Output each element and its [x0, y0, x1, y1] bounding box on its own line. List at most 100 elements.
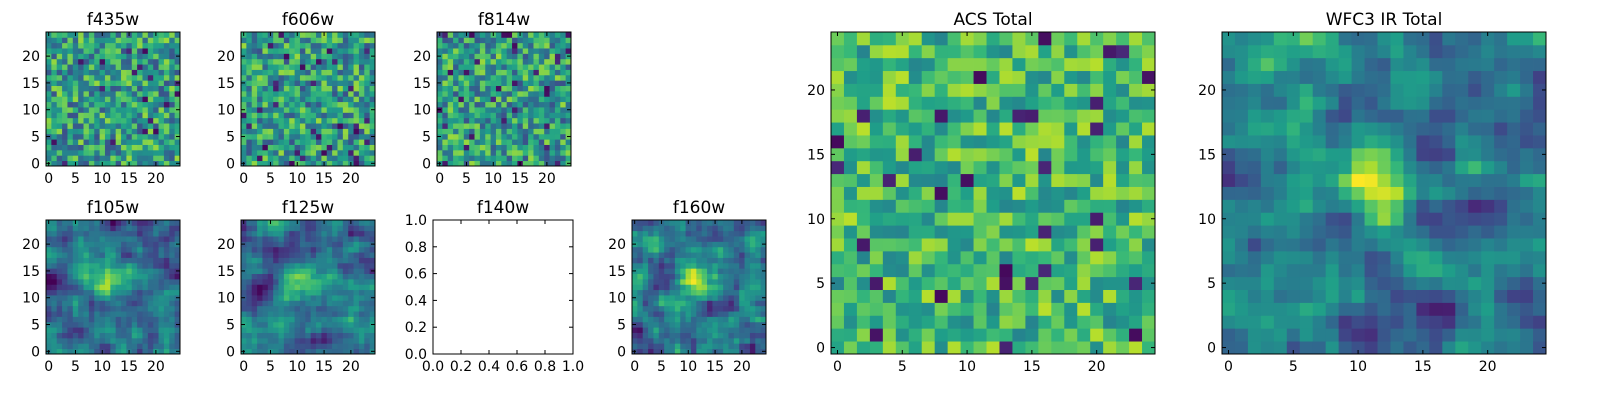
heatmap-cell	[512, 90, 518, 97]
heatmap-cell	[1129, 328, 1143, 342]
heatmap-cell	[1442, 186, 1456, 200]
heatmap-cell	[739, 230, 745, 237]
heatmap-cell	[658, 337, 665, 344]
heatmap-cell	[115, 332, 122, 339]
heatmap-cell	[712, 278, 719, 285]
heatmap-cell	[1533, 212, 1547, 226]
heatmap-cell	[723, 273, 729, 280]
heatmap-cell	[88, 90, 95, 97]
heatmap-cell	[538, 112, 545, 119]
heatmap-cell	[110, 53, 117, 60]
heatmap-cell	[115, 37, 122, 44]
heatmap-cell	[869, 57, 884, 72]
heatmap-cell	[674, 305, 681, 312]
heatmap-cell	[332, 278, 338, 285]
heatmap-cell	[174, 58, 181, 65]
heatmap-cell	[56, 332, 63, 339]
heatmap-cell	[1051, 173, 1065, 187]
heatmap-cell	[1012, 302, 1026, 316]
heatmap-cell	[251, 300, 258, 307]
heatmap-cell	[278, 268, 285, 274]
heatmap-cell	[251, 42, 258, 49]
heatmap-cell	[353, 343, 360, 350]
heatmap-cell	[251, 348, 258, 355]
heatmap-cell	[1403, 302, 1417, 316]
heatmap-cell	[294, 133, 301, 140]
heatmap-cell	[273, 107, 279, 113]
heatmap-cell	[856, 289, 871, 303]
heatmap-cell	[321, 123, 328, 129]
heatmap-cell	[67, 48, 74, 54]
heatmap-cell	[947, 83, 961, 97]
heatmap-cell	[463, 144, 470, 151]
heatmap-cell	[310, 58, 317, 65]
heatmap-cell	[158, 53, 165, 60]
heatmap-cell	[163, 48, 170, 54]
heatmap-cell	[755, 273, 762, 280]
heatmap-cell	[506, 128, 513, 135]
heatmap-cell	[289, 337, 295, 344]
heatmap-cell	[104, 257, 111, 264]
heatmap-cell	[538, 155, 545, 162]
heatmap-cell	[273, 343, 279, 350]
heatmap-cell	[1325, 341, 1340, 355]
heatmap-cell	[479, 74, 486, 81]
heatmap-cell	[533, 58, 540, 65]
heatmap-cell	[278, 80, 285, 86]
heatmap-cell	[163, 64, 170, 70]
heatmap-cell	[479, 90, 486, 97]
heatmap-cell	[104, 230, 111, 237]
heatmap-cell	[342, 327, 349, 333]
heatmap-cell	[163, 241, 170, 248]
heatmap-cell	[94, 144, 100, 151]
heatmap-cell	[273, 236, 279, 242]
heatmap-cell	[690, 230, 697, 237]
y-tick-label: 0.2	[405, 320, 427, 336]
heatmap-cell	[999, 238, 1013, 252]
heatmap-cell	[1481, 315, 1495, 329]
heatmap-cell	[453, 58, 459, 65]
heatmap-cell	[538, 90, 545, 97]
heatmap-cell	[142, 220, 149, 226]
heatmap-cell	[701, 230, 708, 237]
heatmap-cell	[1025, 96, 1039, 110]
heatmap-cell	[490, 149, 497, 156]
heatmap-cell	[560, 107, 567, 113]
heatmap-cell	[326, 107, 333, 113]
heatmap-cell	[664, 343, 670, 350]
heatmap-cell	[257, 58, 263, 65]
heatmap-cell	[1481, 302, 1495, 316]
heatmap-cell	[289, 348, 295, 355]
heatmap-cell	[251, 321, 258, 328]
heatmap-cell	[485, 48, 491, 54]
heatmap-cell	[142, 117, 149, 124]
heatmap-cell	[528, 90, 534, 97]
heatmap-cell	[658, 311, 665, 317]
heatmap-cell	[1390, 238, 1404, 252]
heatmap-cell	[364, 74, 371, 81]
heatmap-cell	[56, 37, 63, 44]
heatmap-cell	[110, 37, 117, 44]
heatmap-cell	[342, 236, 349, 242]
heatmap-cell	[1116, 96, 1130, 110]
heatmap-cell	[278, 85, 285, 92]
heatmap-cell	[310, 311, 317, 317]
heatmap-cell	[744, 305, 751, 312]
heatmap-cell	[549, 128, 556, 135]
heatmap-cell	[67, 262, 74, 269]
heatmap-cell	[174, 96, 181, 103]
heatmap-cell	[760, 343, 767, 350]
heatmap-cell	[337, 220, 344, 226]
heatmap-cell	[72, 112, 79, 119]
heatmap-cell	[674, 257, 681, 264]
heatmap-cell	[739, 305, 745, 312]
heatmap-cell	[1116, 341, 1130, 355]
heatmap-cell	[316, 236, 322, 242]
heatmap-cell	[947, 122, 961, 136]
heatmap-cell	[712, 311, 719, 317]
heatmap-cell	[115, 337, 122, 344]
heatmap-cell	[137, 321, 143, 328]
heatmap-cell	[369, 90, 376, 97]
heatmap-cell	[463, 139, 470, 145]
heatmap-cell	[453, 90, 459, 97]
